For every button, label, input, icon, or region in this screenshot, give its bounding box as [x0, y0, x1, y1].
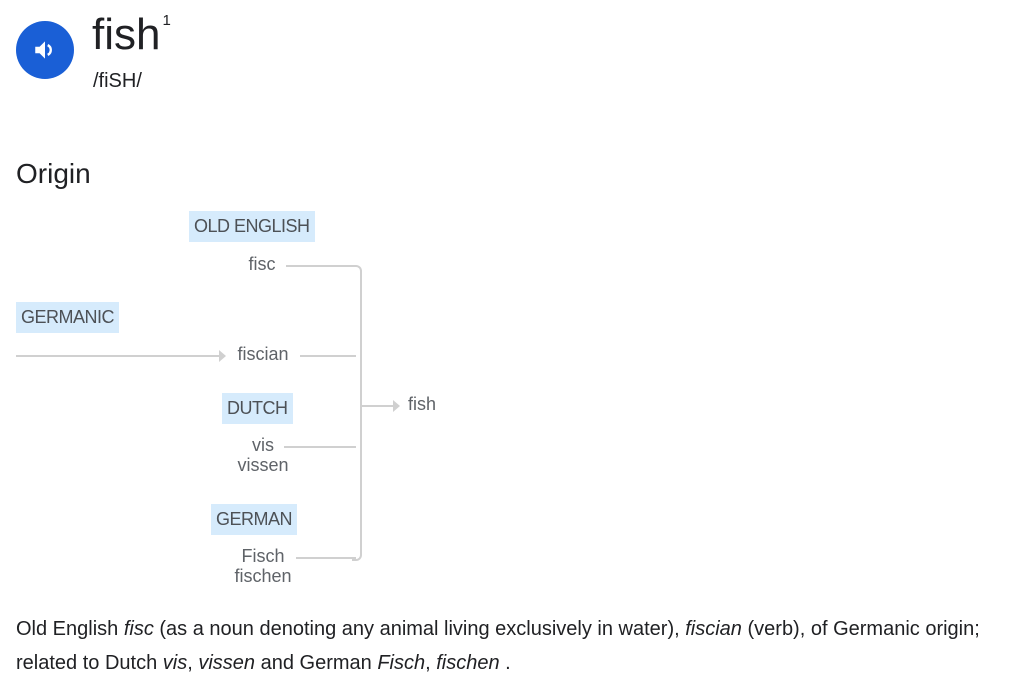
volume-icon [35, 41, 52, 59]
connector-line [300, 355, 356, 357]
word-vis: vis [252, 435, 274, 455]
arrow-head-icon [219, 350, 226, 362]
connector-line [296, 557, 356, 559]
word-fisc: fisc [248, 254, 276, 274]
connector-line [362, 405, 394, 407]
connector-line [16, 355, 220, 357]
connector-line [286, 265, 356, 267]
label-dutch: DUTCH [222, 393, 293, 424]
word-vissen: vissen [237, 455, 289, 475]
label-germanic: GERMANIC [16, 302, 120, 333]
arrow-head-icon [393, 400, 400, 412]
connector-line [284, 446, 356, 448]
bracket-line [352, 265, 362, 561]
word-fiscian: fiscian [237, 344, 289, 364]
pronunciation: /fiSH/ [93, 70, 142, 92]
origin-heading: Origin [16, 158, 91, 189]
word-fischen: fischen [234, 566, 292, 586]
label-german: GERMAN [211, 504, 298, 535]
word-fisch: Fisch [241, 546, 285, 566]
pronunciation-play-button[interactable] [16, 21, 74, 79]
headword: fish 1 [92, 10, 171, 59]
word-fish: fish [408, 394, 437, 414]
label-old-english: OLD ENGLISH [189, 211, 315, 242]
origin-text: Old English fisc (as a noun denoting any… [16, 618, 980, 674]
homograph-number: 1 [162, 12, 171, 29]
